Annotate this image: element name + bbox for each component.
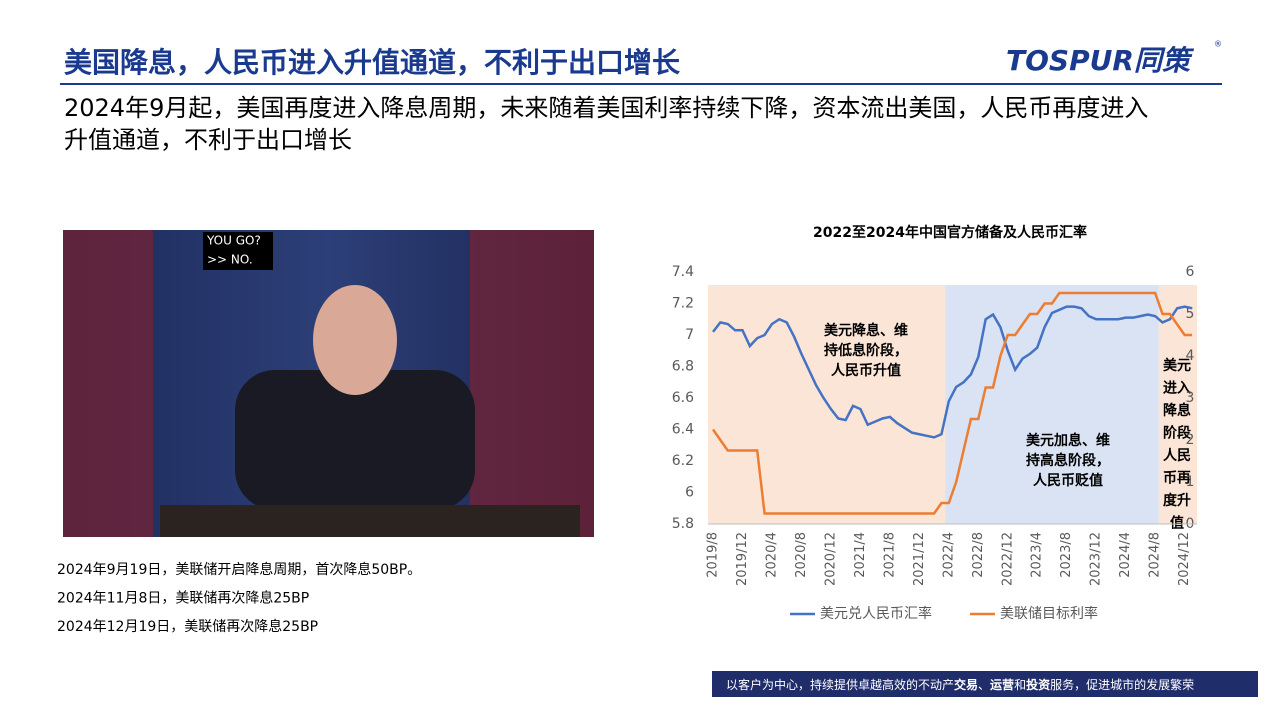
- flag: [470, 230, 594, 537]
- footer-part: 以客户为中心，持续提供卓越高效的不动产: [726, 677, 954, 692]
- y-tick-label: 7: [685, 327, 694, 343]
- flag: [63, 230, 153, 537]
- photo-overlay: YOU GO?: [206, 234, 261, 248]
- logo-mark: ®: [1214, 40, 1222, 49]
- subtitle: 升值通道，不利于出口增长: [64, 126, 352, 154]
- photo-overlay: >> NO.: [207, 253, 253, 267]
- x-tick-label: 2020/8: [794, 532, 809, 578]
- podium: [160, 505, 580, 537]
- x-tick-label: 2019/8: [706, 532, 721, 578]
- speaker-body: [235, 370, 475, 510]
- x-tick-label: 2023/12: [1089, 532, 1104, 586]
- footer-part: 运营: [990, 677, 1014, 692]
- annotation: 值: [1170, 515, 1184, 532]
- y2-tick-label: 5: [1186, 306, 1195, 322]
- x-tick-label: 2021/12: [912, 532, 927, 586]
- annotation: 阶段: [1163, 425, 1191, 442]
- annotation: 美元降息、维: [824, 322, 908, 339]
- overlay-box: [203, 232, 273, 270]
- x-tick-label: 2022/4: [941, 532, 956, 578]
- footer-text: 以客户为中心，持续提供卓越高效的不动产交易、运营和投资服务，促进城市的发展繁荣: [726, 677, 1194, 692]
- footer-part: 交易: [954, 677, 978, 692]
- logo: TOSPUR同策: [1006, 44, 1195, 77]
- x-tick-label: 2021/8: [882, 532, 897, 578]
- annotation: 美元: [1163, 357, 1191, 374]
- x-tick-label: 2024/4: [1118, 532, 1133, 578]
- series-line: [712, 305, 1193, 439]
- y2-tick-label: 2: [1186, 432, 1195, 448]
- annotation: 进入: [1163, 381, 1191, 397]
- annotation: 度升: [1163, 492, 1191, 509]
- series-line: [711, 291, 1192, 515]
- annotation: 降息: [1163, 402, 1191, 419]
- caption: 2024年9月19日，美联储开启降息周期，首次降息50BP。: [57, 561, 421, 578]
- x-tick-label: 2020/12: [823, 532, 838, 586]
- y2-tick-label: 4: [1186, 348, 1195, 364]
- subtitle: 2024年9月起，美国再度进入降息周期，未来随着美国利率持续下降，资本流出美国，…: [64, 94, 1148, 122]
- x-tick-label: 2020/4: [764, 532, 779, 578]
- annotation: 美元加息、维: [1026, 432, 1110, 449]
- y2-tick-label: 3: [1186, 390, 1195, 406]
- legend-label: 美元兑人民币汇率: [820, 605, 932, 622]
- y-tick-label: 6.4: [672, 422, 694, 438]
- x-tick-label: 2024/8: [1148, 532, 1163, 578]
- footer-part: 服务，促进城市的发展繁荣: [1050, 677, 1194, 692]
- y-tick-label: 7.4: [672, 264, 694, 280]
- y-tick-label: 6: [685, 485, 694, 501]
- x-tick-label: 2024/12: [1177, 532, 1192, 586]
- speaker-head: [313, 285, 397, 395]
- y-tick-label: 5.8: [672, 516, 694, 532]
- slide-title: 美国降息，人民币进入升值通道，不利于出口增长: [64, 46, 680, 79]
- y-tick-label: 6.6: [672, 390, 694, 406]
- annotation: 币再: [1163, 471, 1191, 487]
- x-tick-label: 2021/4: [853, 532, 868, 578]
- annotation: 人民: [1163, 447, 1191, 464]
- annotation: 持高息阶段，: [1026, 452, 1110, 469]
- legend-label: 美联储目标利率: [1000, 605, 1098, 622]
- x-tick-label: 2022/8: [971, 532, 986, 578]
- y-tick-label: 7.2: [672, 296, 694, 312]
- x-tick-label: 2019/12: [735, 532, 750, 586]
- y-tick-label: 6.8: [672, 359, 694, 375]
- footer-bar: [712, 671, 1258, 697]
- annotation: 人民币升值: [831, 362, 901, 379]
- y2-tick-label: 6: [1186, 264, 1195, 280]
- photo: [63, 230, 594, 537]
- y-tick-label: 6.2: [672, 453, 694, 469]
- y2-tick-label: 1: [1186, 474, 1195, 490]
- x-tick-label: 2023/4: [1030, 532, 1045, 578]
- annotation: 持低息阶段，: [824, 342, 908, 359]
- footer-part: 和: [1014, 678, 1026, 692]
- annotation: 人民币贬值: [1033, 472, 1103, 489]
- x-tick-label: 2023/8: [1059, 532, 1074, 578]
- chart-title: 2022至2024年中国官方储备及人民币汇率: [813, 224, 1087, 241]
- x-tick-label: 2022/12: [1000, 532, 1015, 586]
- footer-part: 投资: [1026, 677, 1050, 692]
- caption: 2024年11月8日，美联储再次降息25BP: [57, 590, 309, 607]
- footer-part: 、: [978, 678, 990, 692]
- caption: 2024年12月19日，美联储再次降息25BP: [57, 618, 318, 635]
